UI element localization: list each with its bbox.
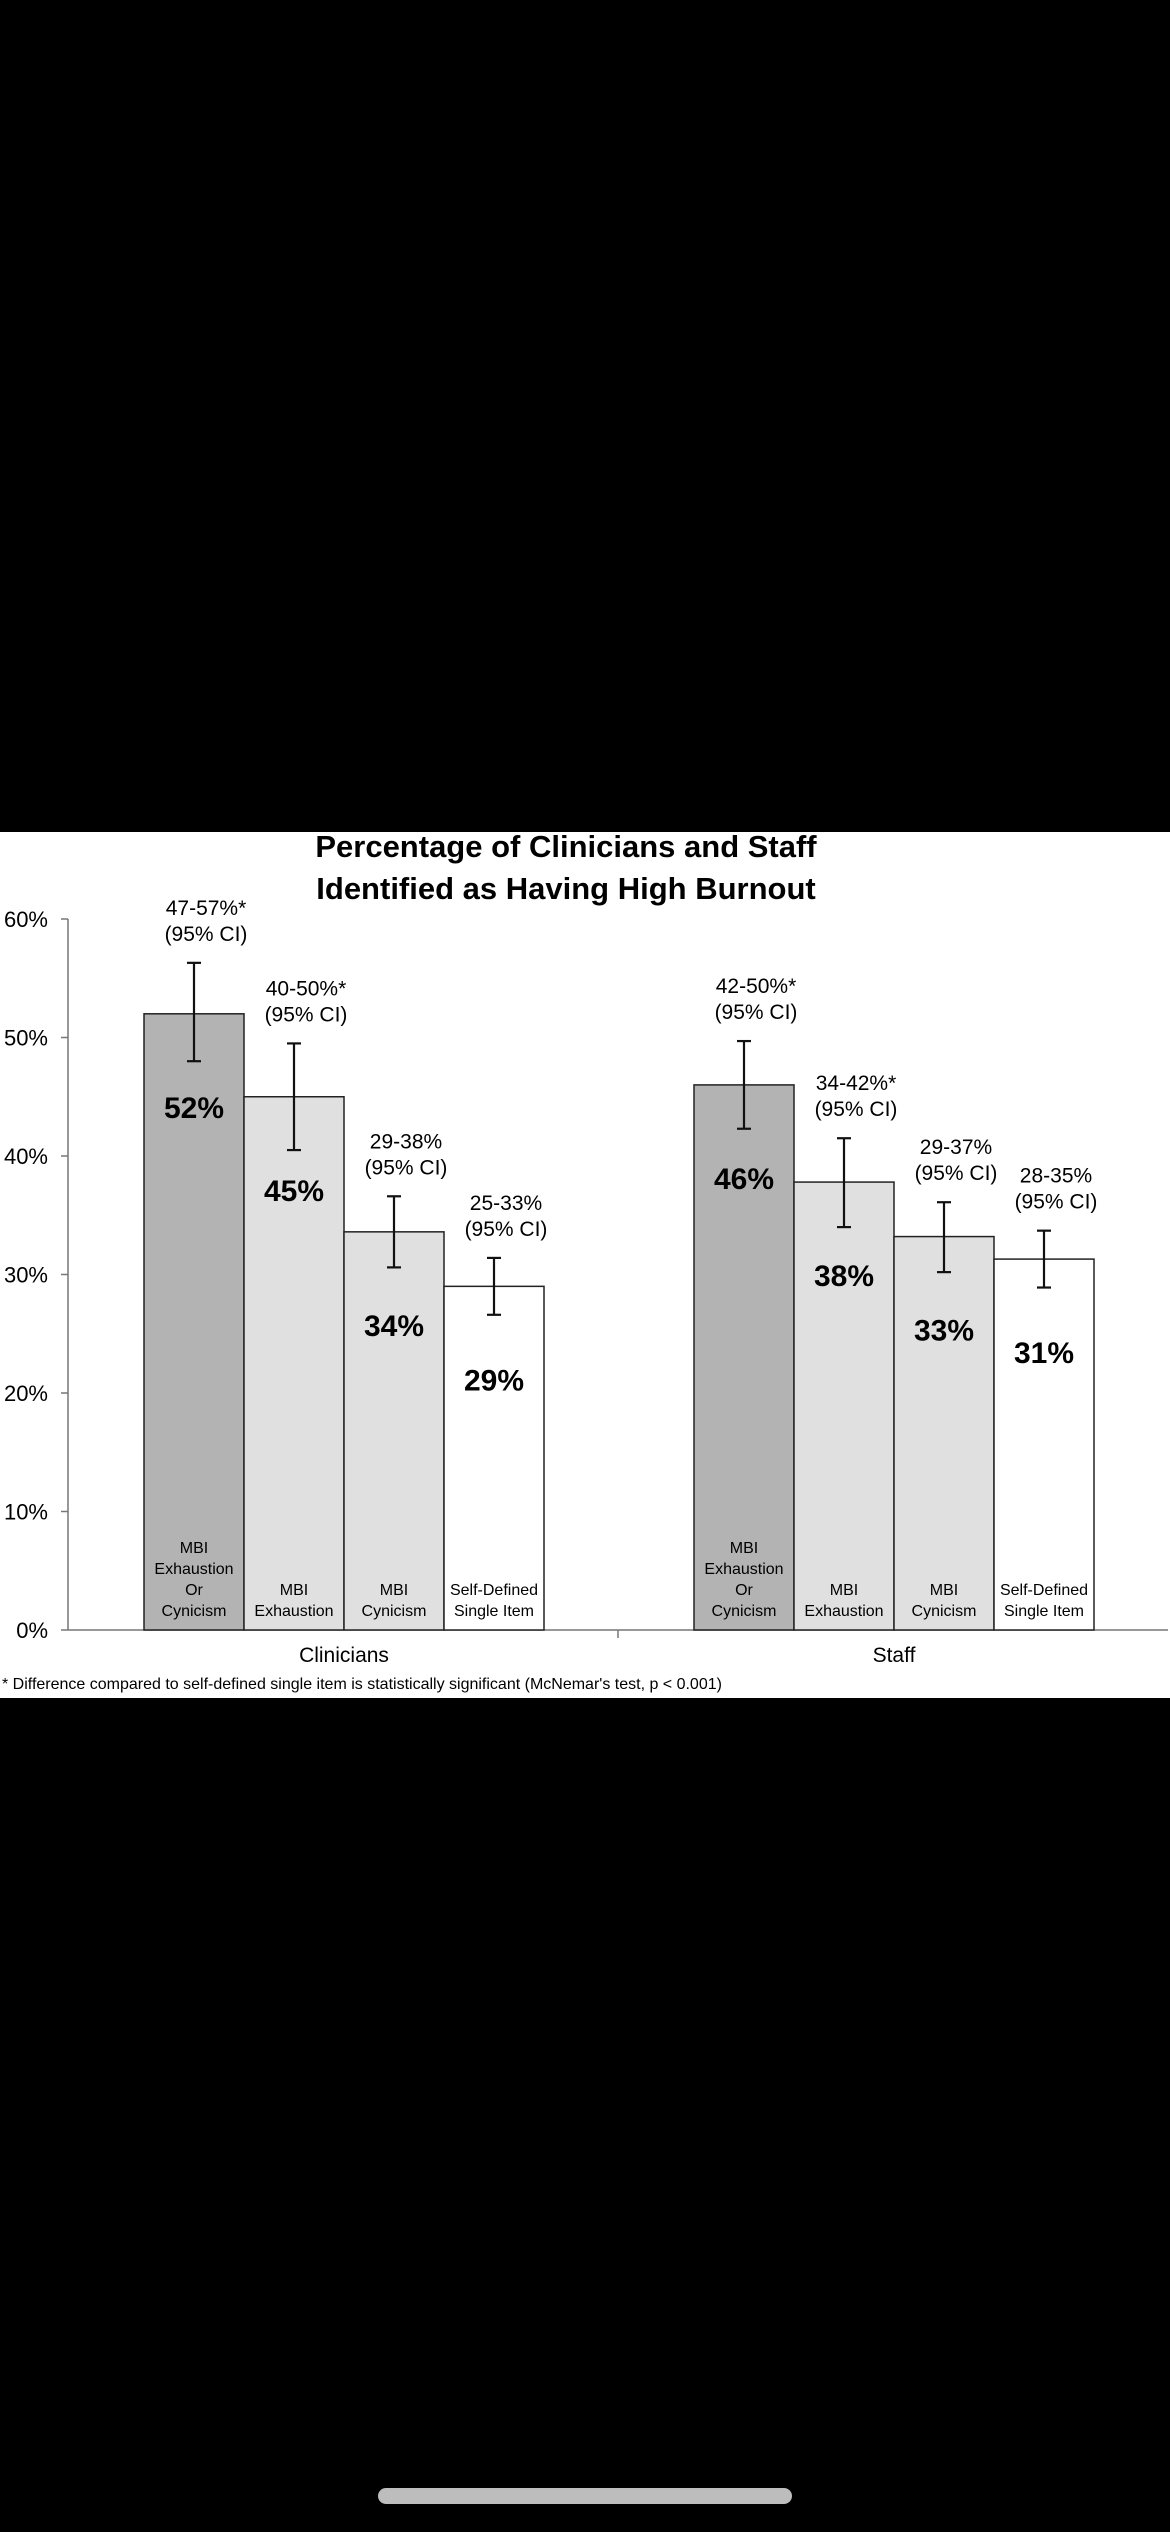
bar-category-label: Exhaustion <box>154 1561 233 1578</box>
ci-label: 40-50%* <box>266 977 347 1000</box>
bar-category-label: MBI <box>930 1582 958 1599</box>
ci-label: (95% CI) <box>815 1098 898 1121</box>
bar-category-label: Exhaustion <box>704 1561 783 1578</box>
bar-category-label: Single Item <box>454 1603 534 1620</box>
ci-label: (95% CI) <box>265 1003 348 1026</box>
bar <box>343 1231 445 1631</box>
bar <box>693 1084 795 1631</box>
ci-label: (95% CI) <box>465 1218 548 1241</box>
bar-category-label: Or <box>735 1582 753 1599</box>
bar-category-label: MBI <box>180 1540 208 1557</box>
bar-category-label: MBI <box>380 1582 408 1599</box>
y-tick-label: 50% <box>4 1026 48 1051</box>
bar-category-label: MBI <box>280 1582 308 1599</box>
bar-category-label: Exhaustion <box>254 1603 333 1620</box>
ci-label: 47-57%* <box>166 897 247 920</box>
bar-category-label: Single Item <box>1004 1603 1084 1620</box>
bar-category-label: Self-Defined <box>1000 1582 1088 1599</box>
bar-category-label: Self-Defined <box>450 1582 538 1599</box>
x-group-label: Clinicians <box>299 1644 389 1667</box>
y-tick-label: 20% <box>4 1381 48 1406</box>
bar-category-label: Or <box>185 1582 203 1599</box>
bar-category-label: MBI <box>730 1540 758 1557</box>
bar <box>443 1285 545 1631</box>
bar-value-label: 34% <box>364 1310 424 1343</box>
bar-value-label: 46% <box>714 1163 774 1196</box>
footnote: * Difference compared to self-defined si… <box>2 1676 722 1693</box>
ci-label: 25-33% <box>470 1192 542 1215</box>
bar-value-label: 45% <box>264 1175 324 1208</box>
bar-category-label: Cynicism <box>162 1603 227 1620</box>
ci-label: (95% CI) <box>915 1162 998 1185</box>
bar-value-label: 31% <box>1014 1337 1074 1370</box>
bar-value-label: 33% <box>914 1315 974 1348</box>
x-group-label: Staff <box>873 1644 916 1667</box>
y-tick-label: 40% <box>4 1144 48 1169</box>
bar-category-label: Exhaustion <box>804 1603 883 1620</box>
y-tick-label: 10% <box>4 1500 48 1525</box>
ci-label: (95% CI) <box>1015 1191 1098 1214</box>
chart-panel: Percentage of Clinicians and Staff Identi… <box>0 832 1170 1698</box>
y-tick-label: 0% <box>16 1618 48 1643</box>
bar-category-label: Cynicism <box>712 1603 777 1620</box>
ci-label: 29-38% <box>370 1130 442 1153</box>
ci-label: 34-42%* <box>816 1072 897 1095</box>
ci-label: (95% CI) <box>165 923 248 946</box>
bar-value-label: 38% <box>814 1260 874 1293</box>
bar <box>893 1235 995 1631</box>
bar-category-label: MBI <box>830 1582 858 1599</box>
chart-title-line: Identified as Having High Burnout <box>316 871 815 906</box>
bar-value-label: 29% <box>464 1364 524 1397</box>
y-tick-label: 60% <box>4 907 48 932</box>
bar <box>993 1258 1095 1631</box>
ci-label: (95% CI) <box>365 1156 448 1179</box>
home-indicator[interactable] <box>378 2488 792 2504</box>
y-tick-label: 30% <box>4 1263 48 1288</box>
ci-label: 42-50%* <box>716 975 797 998</box>
ci-label: (95% CI) <box>715 1001 798 1024</box>
chart-title-line: Percentage of Clinicians and Staff <box>315 832 817 864</box>
bar-value-label: 52% <box>164 1092 224 1125</box>
bar <box>793 1181 895 1631</box>
bar-category-label: Cynicism <box>362 1603 427 1620</box>
bar-category-label: Cynicism <box>912 1603 977 1620</box>
ci-label: 29-37% <box>920 1136 992 1159</box>
burnout-bar-chart: Percentage of Clinicians and Staff Identi… <box>2 832 1168 1693</box>
ci-label: 28-35% <box>1020 1165 1092 1188</box>
bar <box>243 1096 345 1631</box>
